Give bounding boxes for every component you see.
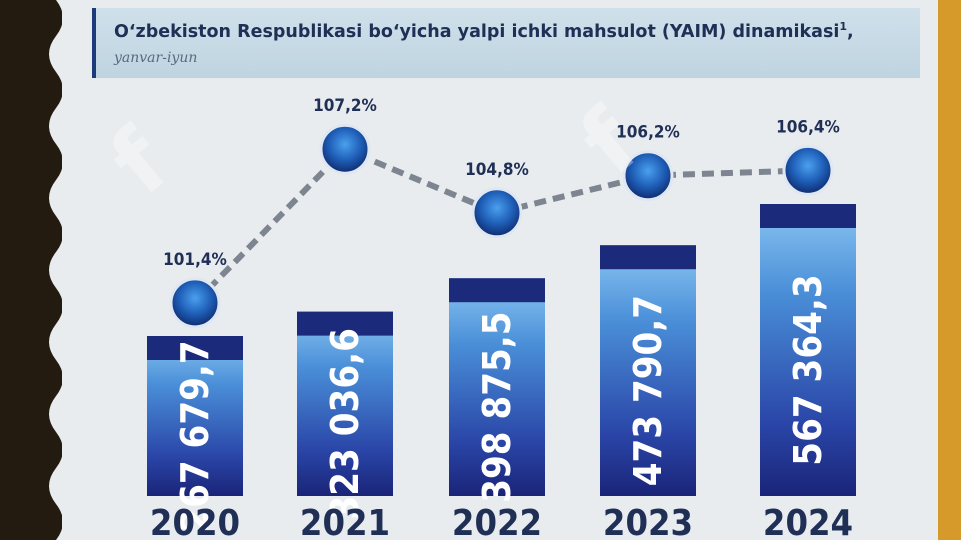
growth-label: 106,4% xyxy=(776,117,840,137)
chart-header: O‘zbekiston Respublikasi bo‘yicha yalpi … xyxy=(92,8,920,78)
bar-2020 xyxy=(147,336,243,496)
growth-marker xyxy=(319,123,371,175)
bar-2021 xyxy=(297,311,393,496)
x-tick-label: 2022 xyxy=(452,503,542,540)
bar-value-label: 567 364,3 xyxy=(786,274,830,465)
growth-line xyxy=(192,145,809,305)
chart-title: O‘zbekiston Respublikasi bo‘yicha yalpi … xyxy=(114,20,854,42)
right-frame xyxy=(938,0,961,540)
bar-value-label: 267 679,7 xyxy=(173,340,217,531)
growth-label: 107,2% xyxy=(313,96,377,116)
growth-marker xyxy=(169,277,221,329)
growth-marker xyxy=(782,144,834,196)
bar-value-label: 398 875,5 xyxy=(475,311,519,502)
x-tick-label: 2021 xyxy=(300,503,390,540)
growth-label: 104,8% xyxy=(465,160,529,180)
bar-2024 xyxy=(760,204,856,496)
bar-cap-2023 xyxy=(600,245,696,270)
x-tick-label: 2020 xyxy=(150,503,240,540)
bar-2023 xyxy=(600,245,696,496)
x-tick-label: 2023 xyxy=(603,503,693,540)
growth-marker xyxy=(622,150,674,202)
bar-cap-2020 xyxy=(147,336,243,360)
x-tick-label: 2024 xyxy=(763,503,853,540)
bar-cap-2022 xyxy=(449,278,545,303)
chart-subtitle: yanvar-iyun xyxy=(114,50,198,66)
bar-cap-2021 xyxy=(297,311,393,336)
growth-label: 101,4% xyxy=(163,250,227,270)
bar-cap-2024 xyxy=(760,204,856,228)
bar-value-label: 323 036,6 xyxy=(323,328,367,519)
bar-value-label: 473 790,7 xyxy=(626,295,670,486)
bar-2022 xyxy=(449,278,545,496)
growth-marker xyxy=(471,187,523,239)
growth-label: 106,2% xyxy=(616,123,680,143)
